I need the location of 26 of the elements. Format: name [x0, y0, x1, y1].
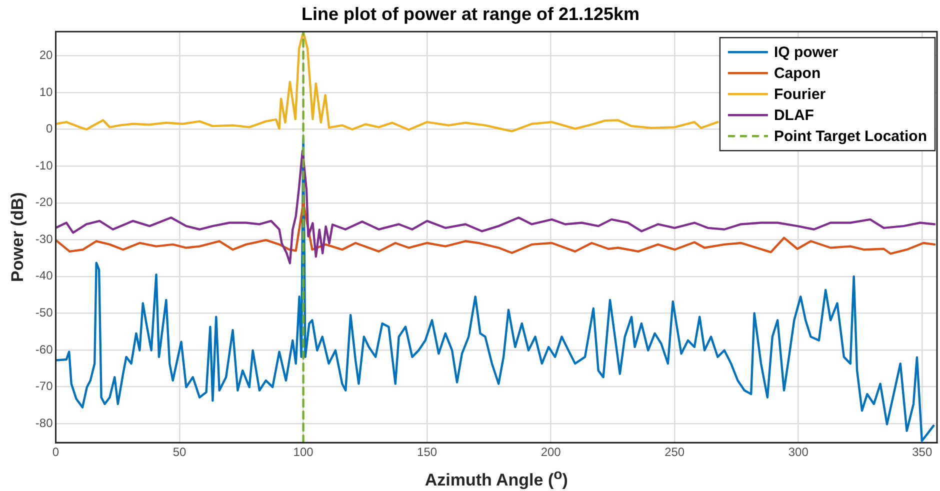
x-tick-label: 300: [788, 445, 809, 460]
chart-title: Line plot of power at range of 21.125km: [301, 4, 640, 24]
y-tick-label: -40: [35, 268, 54, 283]
y-tick-label: 10: [39, 84, 54, 99]
y-tick-label: -50: [35, 306, 54, 320]
x-tick-label: 200: [540, 445, 562, 460]
legend-label: DLAF: [774, 107, 814, 124]
legend-label: Point Target Location: [774, 128, 928, 146]
y-tick-label: 0: [46, 122, 54, 136]
x-tick-label: 350: [912, 445, 932, 460]
legend-label: IQ power: [774, 44, 838, 62]
y-tick-label: 20: [39, 48, 54, 62]
legend-label: Capon: [774, 65, 821, 82]
y-axis-title: Power (dB): [8, 192, 27, 282]
x-tick-label: 150: [417, 445, 438, 460]
y-tick-label: -80: [35, 416, 54, 430]
y-tick-label: -20: [35, 195, 54, 210]
x-tick-label: 50: [172, 445, 187, 460]
legend-label: Fourier: [774, 86, 826, 104]
y-tick-label: -30: [35, 232, 54, 246]
x-tick-label: 250: [664, 445, 685, 460]
x-axis-title: Azimuth Angle ($^{o}$): [424, 466, 568, 490]
y-tick-label: -10: [35, 158, 54, 172]
x-tick-label: 100: [293, 445, 314, 460]
y-tick-label: -60: [35, 342, 54, 356]
y-tick-label: -70: [35, 379, 54, 394]
